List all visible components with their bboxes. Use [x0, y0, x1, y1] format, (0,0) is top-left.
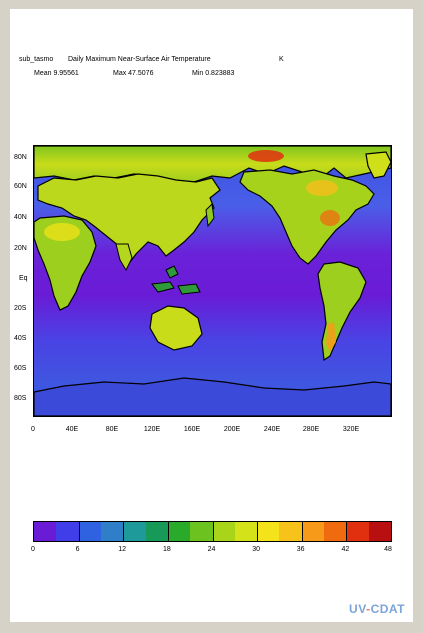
antarctica-land — [34, 377, 391, 416]
lat-label-60s: 60S — [14, 365, 27, 372]
logo-dash: - — [366, 602, 371, 616]
colorbar-segment — [78, 522, 102, 541]
sahara-hot-spot — [44, 223, 80, 241]
colorbar-segment — [34, 522, 57, 541]
lon-label-80e: 80E — [105, 426, 119, 433]
north-america-hot-spot — [306, 180, 338, 196]
siberia-hot-spot — [248, 150, 284, 162]
lat-label-60n: 60N — [14, 183, 27, 190]
colorbar — [33, 521, 392, 542]
lat-label-80s: 80S — [14, 395, 27, 402]
colorbar-segment — [279, 522, 303, 541]
colorbar-tick — [346, 522, 348, 541]
min-value: Min 0.823883 — [192, 70, 235, 77]
usa-hot-spot — [320, 210, 340, 226]
lat-label-eq: Eq — [19, 275, 28, 282]
lat-label-40s: 40S — [14, 335, 27, 342]
lat-label-40n: 40N — [14, 214, 27, 221]
lon-label-200e: 200E — [223, 426, 241, 433]
lon-label-160e: 160E — [183, 426, 201, 433]
colorbar-tick — [167, 522, 169, 541]
max-value: Max 47.5076 — [113, 70, 154, 77]
colorbar-segment — [190, 522, 213, 541]
variable-name: sub_tasmo — [19, 56, 54, 63]
lon-label-120e: 120E — [143, 426, 161, 433]
lat-label-80n: 80N — [14, 154, 27, 161]
colorbar-segment — [145, 522, 169, 541]
eurasia-land — [37, 173, 221, 264]
plot-canvas: sub_tasmo Daily Maximum Near-Surface Air… — [10, 9, 413, 622]
colorbar-segment — [212, 522, 236, 541]
colorbar-label-24: 24 — [207, 546, 216, 553]
north-america-land — [239, 169, 375, 265]
colorbar-segment — [346, 522, 370, 541]
colorbar-tick — [301, 522, 303, 541]
colorbar-label-42: 42 — [341, 546, 350, 553]
australia-land — [149, 305, 203, 351]
japan-islands — [205, 202, 215, 228]
logo-part-uv: UV — [349, 602, 367, 616]
colorbar-segment — [324, 522, 347, 541]
map-svg — [34, 146, 391, 416]
lon-label-40e: 40E — [65, 426, 79, 433]
lon-label-280e: 280E — [302, 426, 320, 433]
colorbar-segment — [56, 522, 80, 541]
temperature-map — [33, 145, 392, 417]
lon-label-320e: 320E — [342, 426, 360, 433]
mean-value: Mean 9.95561 — [34, 70, 79, 77]
africa-land — [34, 215, 97, 311]
indonesia-islands — [151, 265, 201, 295]
colorbar-label-36: 36 — [296, 546, 305, 553]
patagonia-hot-streak — [326, 322, 336, 352]
uvcdat-logo: UV-CDAT — [349, 602, 405, 616]
colorbar-label-18: 18 — [162, 546, 171, 553]
variable-long-name: Daily Maximum Near-Surface Air Temperatu… — [68, 56, 211, 63]
colorbar-tick — [257, 522, 259, 541]
colorbar-segment — [123, 522, 147, 541]
colorbar-segment — [257, 522, 280, 541]
colorbar-label-0: 0 — [31, 546, 35, 553]
lon-label-0: 0 — [31, 426, 35, 433]
units-label: K — [279, 56, 284, 63]
colorbar-segment — [301, 522, 325, 541]
lat-label-20s: 20S — [14, 305, 27, 312]
colorbar-segment — [100, 522, 124, 541]
colorbar-label-12: 12 — [118, 546, 127, 553]
india-land — [115, 243, 133, 272]
colorbar-tick — [212, 522, 214, 541]
colorbar-segment — [368, 522, 391, 541]
logo-part-cdat: CDAT — [370, 602, 405, 616]
colorbar-tick — [78, 522, 80, 541]
colorbar-segment — [234, 522, 258, 541]
colorbar-tick — [123, 522, 125, 541]
lat-label-20n: 20N — [14, 245, 27, 252]
greenland-land — [365, 151, 391, 179]
colorbar-label-6: 6 — [75, 546, 80, 553]
colorbar-label-30: 30 — [252, 546, 260, 553]
lon-label-240e: 240E — [263, 426, 281, 433]
colorbar-segment — [167, 522, 191, 541]
colorbar-label-48: 48 — [384, 546, 392, 553]
